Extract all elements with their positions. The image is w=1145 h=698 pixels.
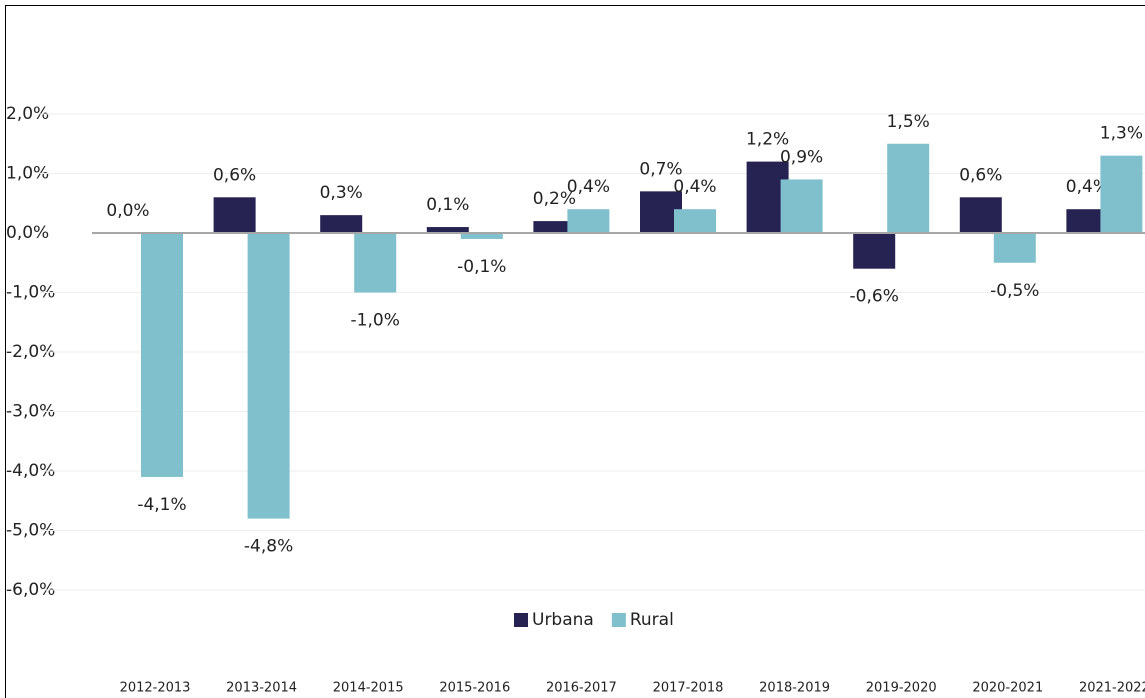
data-label: -0,5% [990, 281, 1039, 301]
bar [354, 233, 397, 293]
data-label: 0,7% [639, 159, 682, 179]
x-tick-label: 2021-2022 [1079, 681, 1145, 696]
x-tick-label: 2019-2020 [866, 681, 937, 696]
bar [567, 209, 610, 233]
bar [426, 227, 469, 233]
bar [780, 179, 823, 233]
x-tick-label: 2015-2016 [439, 681, 510, 696]
bar [1100, 155, 1143, 233]
data-label: -4,8% [244, 537, 293, 557]
data-label: 0,2% [533, 189, 576, 209]
x-tick-label: 2013-2014 [226, 681, 297, 696]
data-label: 1,3% [1100, 124, 1143, 144]
bar [887, 143, 930, 233]
bar [533, 221, 576, 233]
bar [141, 233, 183, 477]
legend-swatch [514, 613, 528, 627]
data-label: 0,4% [567, 177, 610, 197]
y-tick-label: -2,0% [6, 342, 55, 362]
data-label: -1,0% [351, 311, 400, 331]
x-tick-label: 2017-2018 [653, 681, 724, 696]
bar [247, 233, 290, 519]
bar [993, 233, 1036, 263]
bar [674, 209, 716, 233]
legend-swatch [611, 613, 626, 627]
bar [320, 215, 363, 233]
bar [959, 197, 1002, 233]
legend-label: Urbana [532, 610, 594, 630]
bar [460, 233, 503, 239]
y-tick-label: -1,0% [6, 283, 55, 303]
data-label: 0,3% [320, 183, 363, 203]
data-label: 1,2% [746, 130, 789, 150]
data-label: 0,6% [959, 165, 1002, 185]
data-label: -0,6% [850, 287, 899, 307]
x-tick-label: 2014-2015 [333, 681, 404, 696]
data-label: -0,1% [457, 257, 506, 277]
y-tick-label: -6,0% [6, 580, 55, 600]
y-tick-label: 2,0% [6, 104, 49, 124]
bar [213, 197, 256, 233]
bar [1066, 209, 1109, 233]
x-tick-label: 2016-2017 [546, 681, 617, 696]
legend-label: Rural [630, 610, 674, 630]
x-tick-label: 2018-2019 [759, 681, 830, 696]
data-label: 0,1% [426, 195, 469, 215]
bar [853, 233, 896, 269]
data-label: 1,5% [887, 112, 930, 132]
data-label: 0,4% [673, 177, 716, 197]
data-label: -4,1% [137, 495, 186, 515]
y-tick-label: 0,0% [6, 223, 49, 243]
data-label: 0,6% [213, 165, 256, 185]
y-tick-label: -4,0% [6, 461, 55, 481]
y-tick-label: 1,0% [6, 164, 49, 184]
data-label: 0,4% [1066, 177, 1109, 197]
y-tick-label: -3,0% [6, 402, 55, 422]
data-label: 0,9% [780, 147, 823, 167]
y-tick-label: -5,0% [6, 521, 55, 541]
chart-border [5, 5, 1145, 698]
x-tick-label: 2020-2021 [972, 681, 1043, 696]
data-label: 0,0% [106, 201, 149, 221]
x-tick-label: 2012-2013 [120, 681, 191, 696]
